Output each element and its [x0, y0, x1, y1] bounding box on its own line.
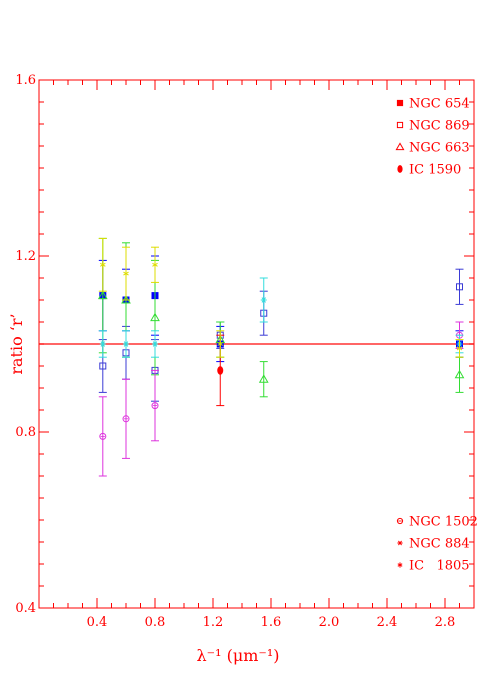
- x-tick-label: 2.8: [435, 615, 456, 630]
- data-point: [258, 374, 269, 383]
- y-tick-label: 0.4: [15, 601, 36, 616]
- legend-label: IC 1590: [409, 163, 461, 178]
- y-tick-label: 1.2: [15, 249, 36, 264]
- series-ic-1805: [98, 237, 464, 358]
- legend-group-bottom-right: NGC 1502 NGC 884 IC 1805: [396, 515, 478, 574]
- y-tick-label: 1.6: [15, 73, 36, 88]
- data-point: [260, 297, 267, 303]
- data-point: [454, 369, 465, 379]
- x-axis: 0.4 0.8 1.2 1.6 2.0 2.4 2.8: [53, 80, 460, 630]
- data-point: [456, 345, 463, 352]
- data-point: [97, 290, 108, 300]
- legend-marker: [395, 142, 405, 151]
- legend-label: IC 1805: [409, 559, 470, 574]
- legend-label: NGC 869: [409, 119, 470, 134]
- legend-marker: [396, 517, 404, 525]
- legend-label: NGC 1502: [409, 515, 478, 530]
- data-points: [97, 237, 465, 477]
- legend-label: NGC 663: [409, 141, 470, 156]
- legend-group-top-right: NGC 654 NGC 869 NGC 663 IC 1590: [395, 97, 470, 178]
- data-point: [99, 261, 106, 268]
- error-bar: [259, 361, 268, 398]
- legend-marker: [397, 165, 403, 173]
- x-tick-label: 0.8: [145, 615, 166, 630]
- data-point: [217, 341, 224, 347]
- data-point: [456, 283, 463, 291]
- data-point: [123, 341, 129, 347]
- data-point: [151, 402, 159, 410]
- data-point: [150, 312, 160, 322]
- x-tick-label: 1.2: [203, 615, 224, 630]
- legend-marker: [397, 540, 403, 546]
- data-point: [123, 270, 129, 277]
- data-point: [217, 366, 224, 375]
- data-point: [99, 362, 107, 370]
- x-tick-label: 1.6: [261, 615, 282, 630]
- y-tick-label: 0.8: [15, 425, 36, 440]
- error-bar: [455, 268, 464, 305]
- data-point: [122, 415, 130, 423]
- x-tick-label: 0.4: [87, 615, 108, 630]
- y-axis: 0.4 0.8 1.2 1.6: [15, 73, 474, 616]
- series-ngc-884: [98, 277, 464, 358]
- legend-marker: [396, 99, 404, 107]
- y-axis-title: ratio ‘r’: [7, 313, 26, 374]
- data-point: [99, 341, 106, 347]
- x-tick-label: 2.4: [377, 615, 398, 630]
- x-tick-label: 2.0: [319, 615, 340, 630]
- data-point: [152, 261, 158, 268]
- series-ngc-1502: [98, 321, 464, 477]
- legend-marker: [397, 562, 403, 568]
- data-point: [99, 432, 107, 440]
- legend-label: NGC 654: [409, 97, 470, 112]
- x-axis-title: λ⁻¹ (μm⁻¹): [197, 646, 280, 665]
- legend-marker: [396, 121, 404, 129]
- legend-label: NGC 884: [409, 537, 470, 552]
- data-point: [152, 341, 158, 347]
